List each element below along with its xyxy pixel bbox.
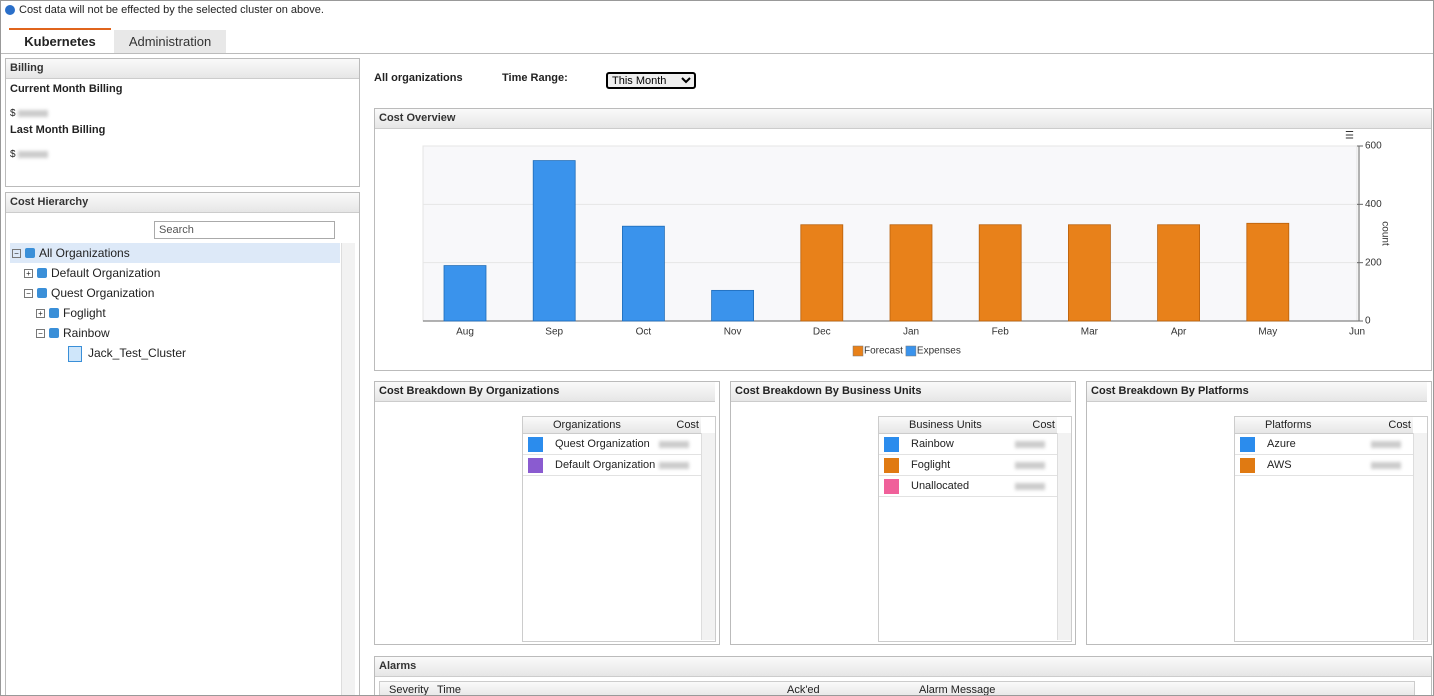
row-line <box>1235 454 1413 455</box>
toggle[interactable]: − <box>36 329 45 338</box>
node-icon <box>49 328 59 338</box>
billing-panel: Billing Current Month Billing $ Last Mon… <box>5 58 360 187</box>
cost-blurred <box>1371 441 1401 448</box>
cost-blurred <box>1015 441 1045 448</box>
legend-swatch <box>1240 437 1255 452</box>
column-header[interactable]: Severity <box>389 684 429 696</box>
value: $ <box>10 108 49 119</box>
node-icon <box>37 288 47 298</box>
column-header[interactable]: Cost <box>676 419 699 431</box>
scrollbar[interactable] <box>341 243 355 695</box>
node-icon <box>49 308 59 318</box>
row-line <box>1235 475 1413 476</box>
row-line <box>879 454 1057 455</box>
panel-header: Cost Breakdown By Platforms <box>1087 382 1427 402</box>
currency: $ <box>10 108 16 119</box>
legend-swatch <box>884 479 899 494</box>
legend-label: AWS <box>1267 459 1292 471</box>
legend-table: Organizations Cost Quest Organization Defau… <box>522 416 716 642</box>
node-label[interactable]: Jack_Test_Cluster <box>88 346 187 360</box>
value: $ <box>10 149 49 160</box>
legend-swatch <box>884 437 899 452</box>
column-header[interactable]: Organizations <box>553 419 621 431</box>
legend-swatch <box>528 437 543 452</box>
notice: Cost data will not be effected by the se… <box>19 4 324 16</box>
hierarchy-panel: Cost Hierarchy Search − All Organizations… <box>5 192 360 695</box>
node-icon <box>25 248 35 258</box>
time-range-select[interactable]: This Month <box>606 72 696 89</box>
table-header: Platforms Cost <box>1235 417 1413 434</box>
column-header[interactable]: Time <box>437 684 462 696</box>
tab[interactable]: Administration <box>114 30 226 53</box>
column-header[interactable]: Cost <box>1388 419 1411 431</box>
node-icon <box>37 268 47 278</box>
time-range-label: Time Range: <box>502 72 568 84</box>
panel-header: Billing <box>6 59 359 79</box>
column-header[interactable]: Cost <box>1032 419 1055 431</box>
column-header[interactable]: Platforms <box>1265 419 1312 431</box>
row-line <box>523 475 701 476</box>
scope-label: All organizations <box>374 72 463 84</box>
panel-header: Cost Hierarchy <box>6 193 359 213</box>
alarm-header: Severity Time Ack'ed Alarm Message <box>379 681 1415 696</box>
toggle[interactable]: + <box>24 269 33 278</box>
info-icon <box>5 5 15 15</box>
column-header[interactable]: Alarm Message <box>919 684 996 696</box>
legend-swatch <box>1240 458 1255 473</box>
pie-panel: Cost Breakdown By Platforms Platforms Cost… <box>1086 381 1432 645</box>
tab[interactable]: Kubernetes <box>9 28 111 54</box>
tree: − All Organizations + Default Organization −… <box>10 243 340 695</box>
node-label[interactable]: Rainbow <box>63 326 110 340</box>
overview-panel: Cost Overview <box>374 108 1432 371</box>
node-label[interactable]: Quest Organization <box>51 286 155 300</box>
row-line <box>879 496 1057 497</box>
cost-blurred <box>1371 462 1401 469</box>
legend-label: Quest Organization <box>555 438 650 450</box>
column-header[interactable]: Ack'ed <box>787 684 820 696</box>
panel-header: Cost Overview <box>375 109 1431 129</box>
cost-blurred <box>1015 462 1045 469</box>
legend-table: Business Units Cost Rainbow Foglight Unalloc… <box>878 416 1072 642</box>
legend-label: Unallocated <box>911 480 970 492</box>
cost-blurred <box>659 462 689 469</box>
scrollbar[interactable] <box>1413 433 1427 640</box>
currency: $ <box>10 149 16 160</box>
alarms-panel: Alarms Severity Time Ack'ed Alarm Messag… <box>374 656 1432 696</box>
scrollbar[interactable] <box>701 433 715 640</box>
label: Current Month Billing <box>10 83 123 95</box>
legend-swatch <box>884 458 899 473</box>
panel-header: Alarms <box>375 657 1431 677</box>
search-box[interactable]: Search <box>154 221 335 239</box>
node-label[interactable]: All Organizations <box>39 246 130 260</box>
legend-label: Default Organization <box>555 459 656 471</box>
node-label[interactable]: Foglight <box>63 306 106 320</box>
row-line <box>523 454 701 455</box>
selected-row <box>10 243 340 263</box>
node-icon <box>68 346 82 362</box>
pie-panel: Cost Breakdown By Business Units Business… <box>730 381 1076 645</box>
legend-table: Platforms Cost Azure AWS <box>1234 416 1428 642</box>
panel-header: Cost Breakdown By Organizations <box>375 382 715 402</box>
pie-panel: Cost Breakdown By Organizations Organizat… <box>374 381 720 645</box>
column-header[interactable]: Business Units <box>909 419 982 431</box>
legend-label: Azure <box>1267 438 1296 450</box>
panel-header: Cost Breakdown By Business Units <box>731 382 1071 402</box>
legend-label: Rainbow <box>911 438 954 450</box>
table-header: Business Units Cost <box>879 417 1057 434</box>
legend-label: Foglight <box>911 459 951 471</box>
tab-divider <box>1 53 1433 54</box>
legend-swatch <box>528 458 543 473</box>
label: Last Month Billing <box>10 124 106 136</box>
node-label[interactable]: Default Organization <box>51 266 161 280</box>
cost-blurred <box>1015 483 1045 490</box>
row-line <box>879 475 1057 476</box>
scrollbar[interactable] <box>1057 433 1071 640</box>
toggle[interactable]: − <box>12 249 21 258</box>
toggle[interactable]: + <box>36 309 45 318</box>
toggle[interactable]: − <box>24 289 33 298</box>
table-header: Organizations Cost <box>523 417 701 434</box>
cost-blurred <box>659 441 689 448</box>
